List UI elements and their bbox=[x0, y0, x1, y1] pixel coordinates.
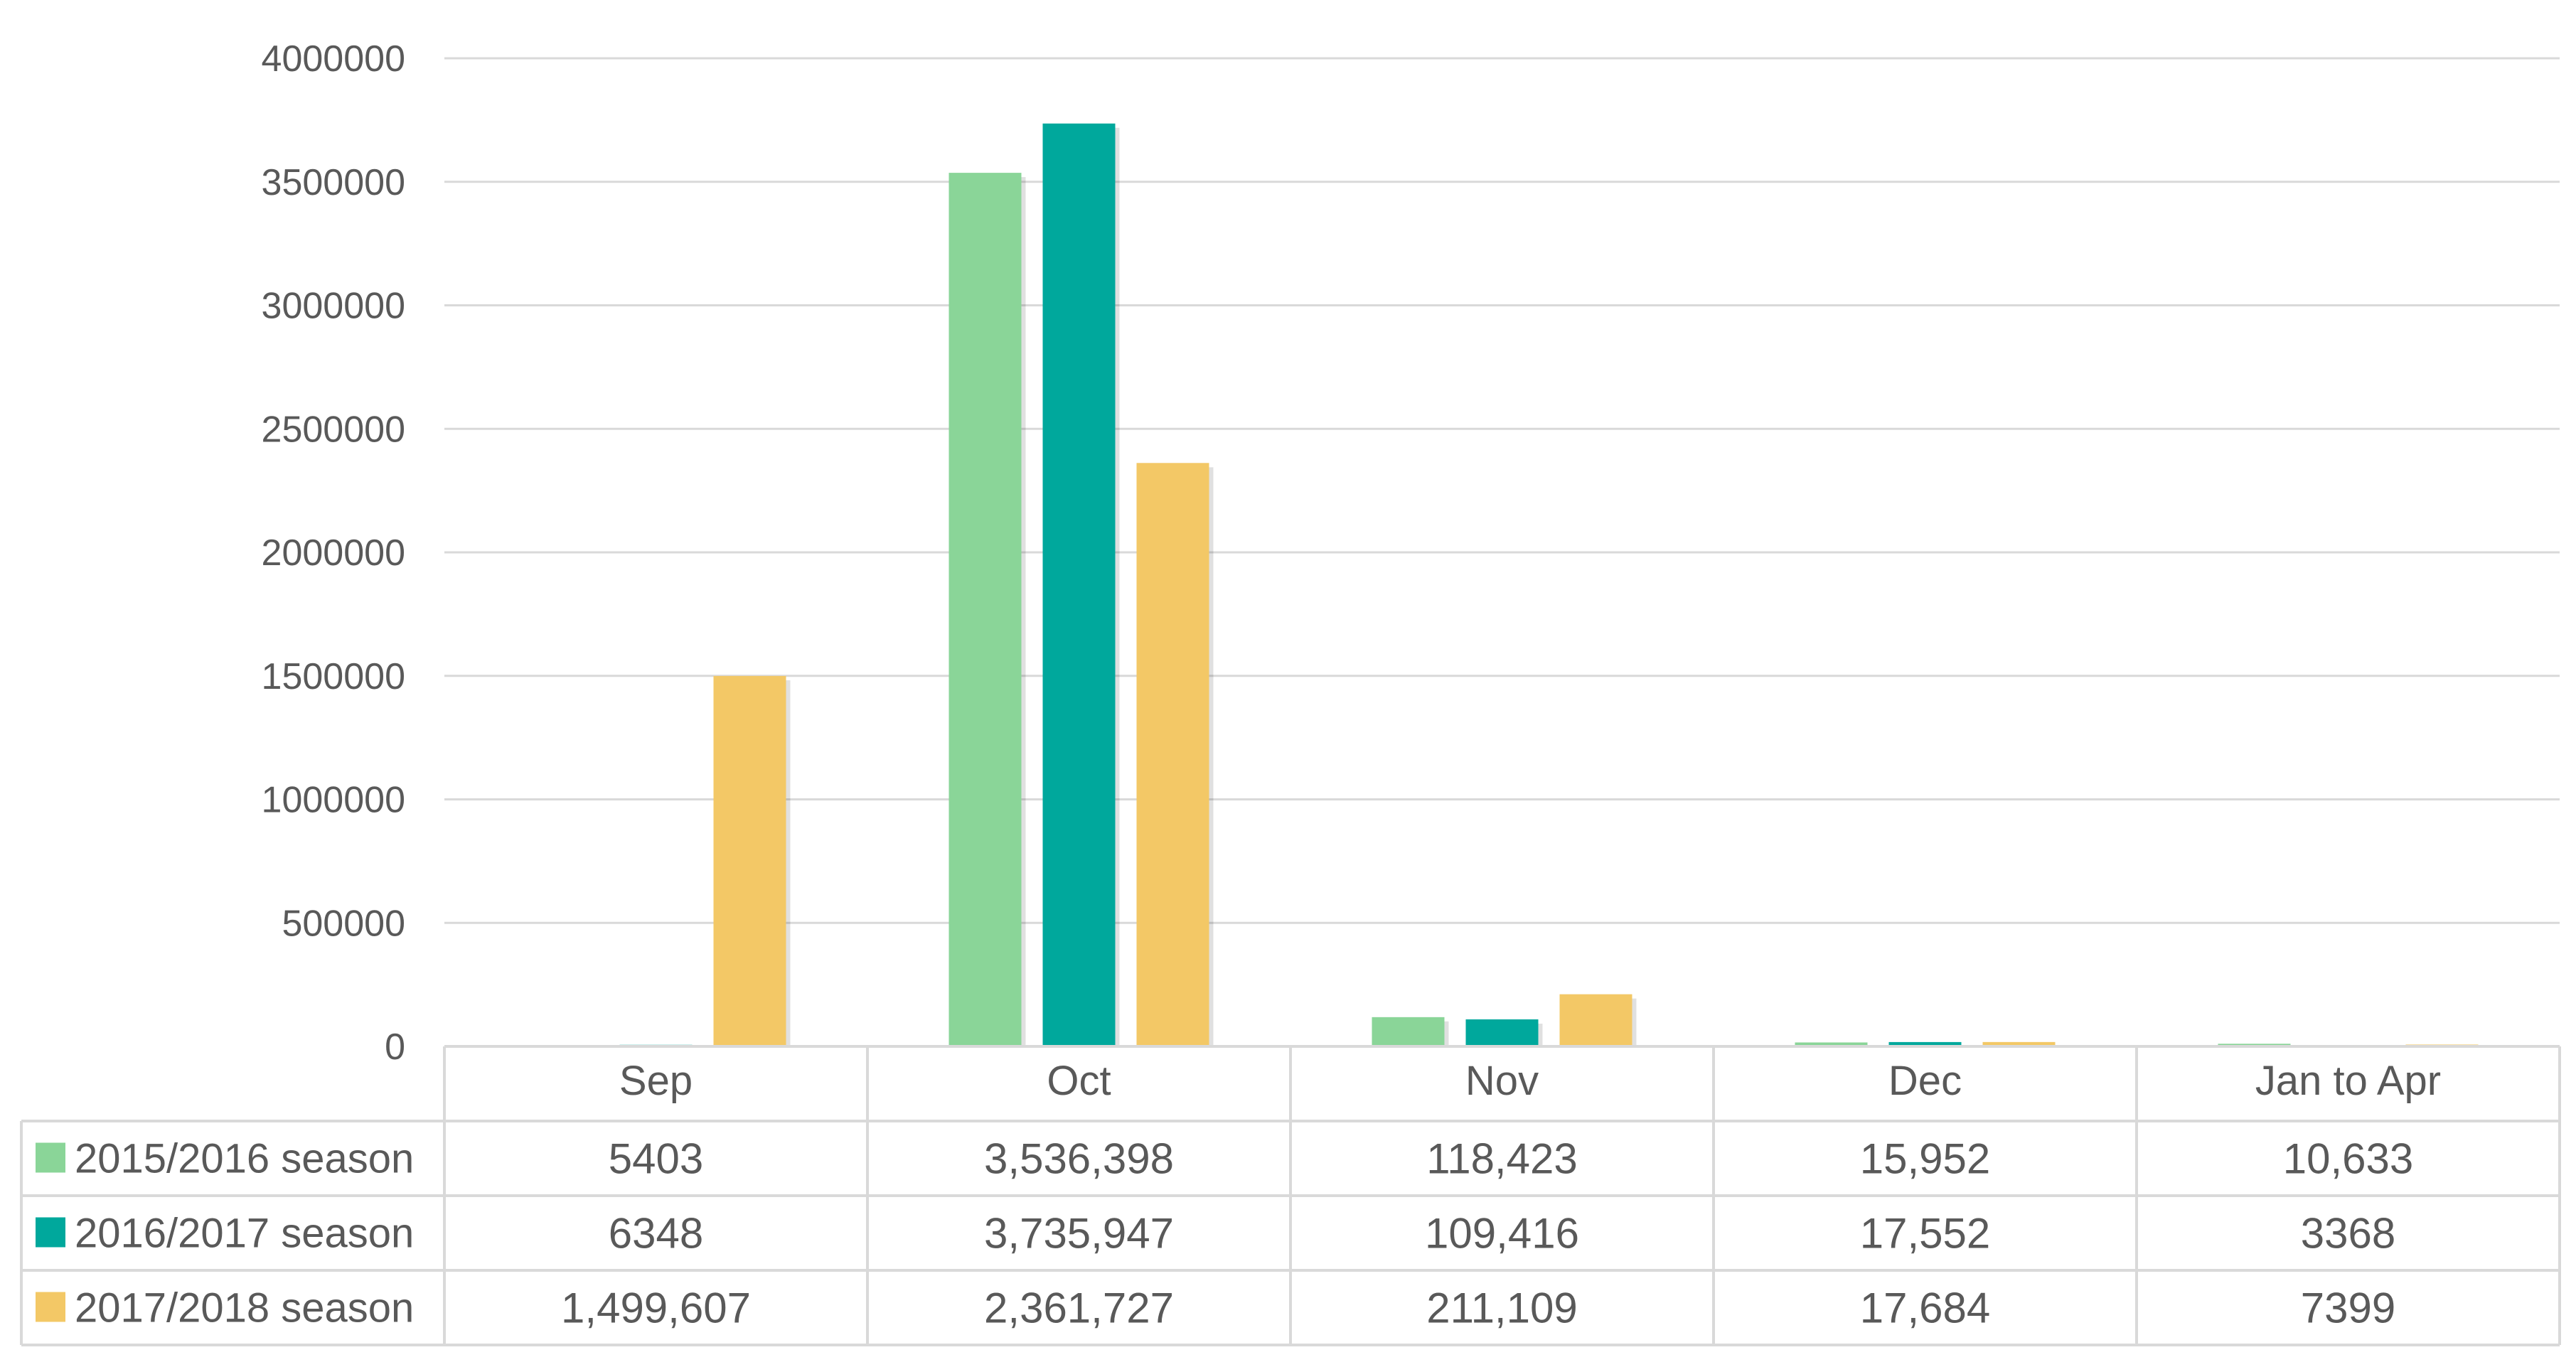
category-label: Nov bbox=[1465, 1058, 1539, 1104]
y-axis-tick-labels: 0 500000 1000000 1500000 2000000 2500000 30000… bbox=[262, 38, 405, 1068]
data-cell: 3,536,398 bbox=[984, 1135, 1174, 1183]
y-tick-label: 1500000 bbox=[262, 656, 405, 697]
data-cell: 17,552 bbox=[1860, 1210, 1991, 1258]
bar bbox=[1137, 463, 1209, 1046]
y-tick-label: 500000 bbox=[282, 903, 405, 944]
data-cell: 3368 bbox=[2301, 1210, 2395, 1258]
y-tick-label: 0 bbox=[385, 1026, 405, 1068]
legend-swatch bbox=[36, 1292, 65, 1322]
category-label: Oct bbox=[1047, 1058, 1111, 1104]
bar bbox=[714, 676, 786, 1046]
data-cell: 5403 bbox=[609, 1135, 703, 1183]
bar bbox=[1372, 1017, 1445, 1046]
category-label: Dec bbox=[1888, 1058, 1962, 1104]
data-cell: 118,423 bbox=[1426, 1135, 1577, 1183]
category-label: Jan to Apr bbox=[2255, 1058, 2441, 1104]
y-tick-label: 3000000 bbox=[262, 286, 405, 327]
y-tick-label: 2000000 bbox=[262, 532, 405, 574]
bar bbox=[949, 173, 1022, 1046]
data-cell: 7399 bbox=[2301, 1285, 2395, 1332]
data-cell: 211,109 bbox=[1426, 1285, 1577, 1332]
y-tick-label: 3500000 bbox=[262, 162, 405, 203]
data-cell: 17,684 bbox=[1860, 1285, 1991, 1332]
y-tick-label: 2500000 bbox=[262, 409, 405, 450]
data-table: Sep Oct Nov Dec Jan to Apr 2015/2016 season 54… bbox=[21, 1046, 2560, 1345]
bars bbox=[526, 124, 2479, 1046]
series-name: 2017/2018 season bbox=[75, 1285, 414, 1331]
bar bbox=[1466, 1019, 1539, 1046]
legend-swatch bbox=[36, 1143, 65, 1173]
y-tick-label: 4000000 bbox=[262, 38, 405, 80]
data-cell: 6348 bbox=[609, 1210, 703, 1258]
legend-swatch bbox=[36, 1218, 65, 1248]
series-name: 2016/2017 season bbox=[75, 1211, 414, 1257]
bar bbox=[1560, 995, 1632, 1046]
data-cell: 15,952 bbox=[1860, 1135, 1991, 1183]
data-cell: 2,361,727 bbox=[984, 1285, 1174, 1332]
data-cell: 10,633 bbox=[2283, 1135, 2414, 1183]
data-cell: 1,499,607 bbox=[561, 1285, 751, 1332]
category-label: Sep bbox=[619, 1058, 693, 1104]
series-name: 2015/2016 season bbox=[75, 1136, 414, 1182]
data-cell: 3,735,947 bbox=[984, 1210, 1174, 1258]
bar bbox=[1043, 124, 1116, 1046]
data-cell: 109,416 bbox=[1425, 1210, 1579, 1258]
y-tick-label: 1000000 bbox=[262, 780, 405, 821]
